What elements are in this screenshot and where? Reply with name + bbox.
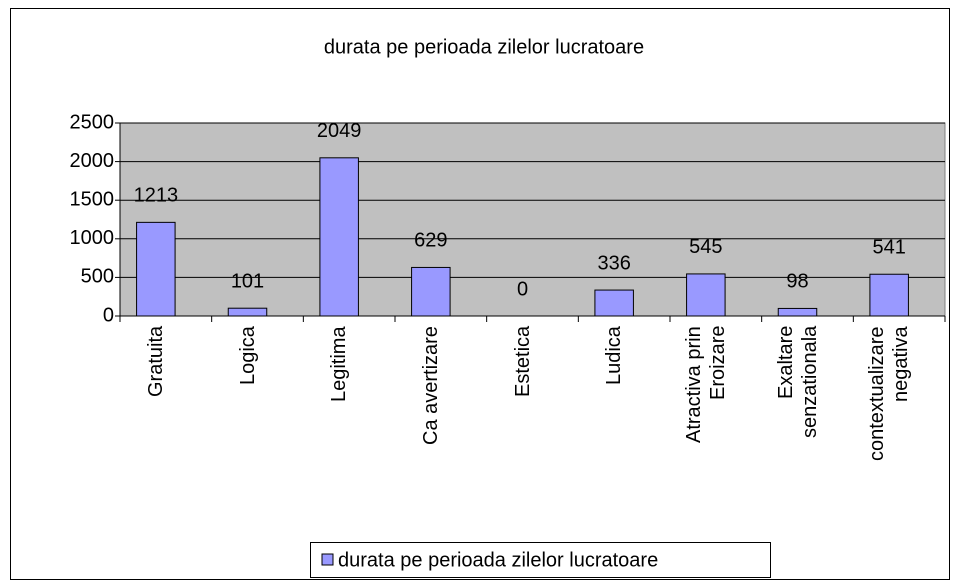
bar xyxy=(136,221,176,317)
bar xyxy=(777,307,818,317)
y-tick-label: 1000 xyxy=(70,227,115,249)
bar xyxy=(411,266,451,317)
y-tick-label: 2500 xyxy=(70,111,115,133)
data-label: 98 xyxy=(786,271,808,293)
plot-area xyxy=(119,122,946,317)
x-tick-label: Exaltare senzationala xyxy=(774,326,821,439)
y-tick-label: 500 xyxy=(81,266,114,288)
y-tick-label: 0 xyxy=(103,304,114,326)
data-label: 1213 xyxy=(134,185,179,207)
data-label: 541 xyxy=(872,237,905,259)
data-label: 101 xyxy=(231,270,264,292)
y-tick-label: 2000 xyxy=(70,150,115,172)
bar xyxy=(227,307,268,317)
x-tick-label: Estetica xyxy=(511,326,534,398)
data-label: 0 xyxy=(517,278,528,300)
x-tick-label: Gratuita xyxy=(144,326,167,398)
data-label: 336 xyxy=(597,252,630,274)
x-tick-label: Ludica xyxy=(603,326,626,385)
x-tick-label: Atractiva prin Eroizare xyxy=(682,326,729,443)
legend-label: durata pe perioada zilelor lucratoare xyxy=(338,549,658,571)
bar xyxy=(594,289,634,317)
x-tick-label: contextualizare negativa xyxy=(866,326,913,461)
data-label: 629 xyxy=(414,230,447,252)
x-tick-label: Ca avertizare xyxy=(419,326,442,445)
x-tick-label: Logica xyxy=(236,326,259,385)
chart-title: durata pe perioada zilelor lucratoare xyxy=(324,36,644,58)
legend-box xyxy=(310,542,771,578)
data-label: 2049 xyxy=(317,120,362,142)
x-tick-label: Legitima xyxy=(328,326,351,402)
data-label: 545 xyxy=(689,236,722,258)
bar xyxy=(869,273,909,317)
bar xyxy=(319,157,359,317)
bar xyxy=(686,273,726,317)
legend-swatch xyxy=(321,553,334,566)
y-tick-label: 1500 xyxy=(70,188,115,210)
